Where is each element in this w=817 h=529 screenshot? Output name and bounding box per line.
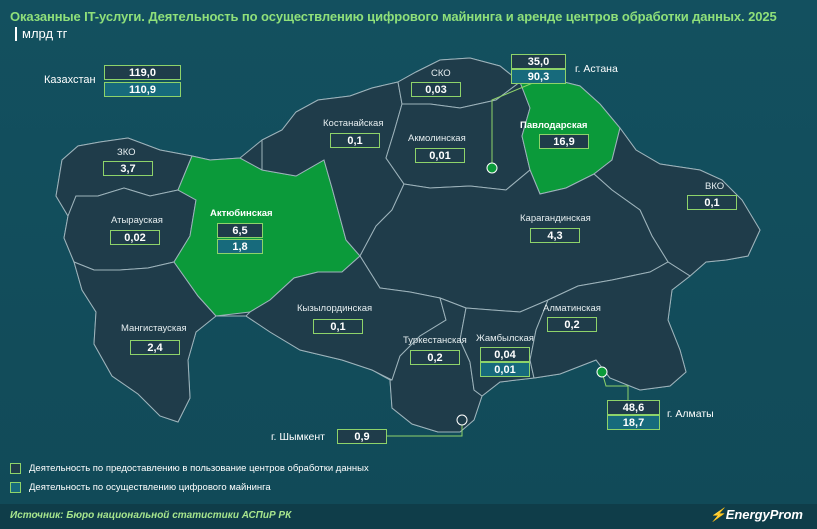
region-label-vko: ВКО xyxy=(705,181,725,192)
region-label-kostanay: Костанайская xyxy=(323,118,384,129)
source-note: Источник: Бюро национальной статистики А… xyxy=(10,510,292,521)
region-value-aktobe-mining: 1,8 xyxy=(217,239,263,254)
region-label-atyrau: Атырауская xyxy=(111,215,163,226)
region-label-sko: СКО xyxy=(431,68,451,79)
region-value-zko: 3,7 xyxy=(103,161,153,176)
kazakhstan-label: Казахстан xyxy=(44,74,96,86)
region-value-aktobe-data-centers: 6,5 xyxy=(217,223,263,238)
brand-logo: ⚡EnergyProm xyxy=(710,507,804,523)
region-value-zhambyl-mining: 0,01 xyxy=(480,362,530,377)
region-value-atyrau: 0,02 xyxy=(110,230,160,245)
astana-leader-line xyxy=(491,79,541,168)
region-label-turkestan: Туркестанская xyxy=(403,335,467,346)
region-value-mangistau: 2,4 xyxy=(130,340,180,355)
legend-label-mining: Деятельность по осуществлению цифрового … xyxy=(29,482,271,493)
shymkent-data-centers-value: 0,9 xyxy=(337,429,387,444)
region-label-pavlodar: Павлодарская xyxy=(520,120,588,131)
footer-bar xyxy=(0,504,817,529)
legend-swatch-data-centers xyxy=(10,463,21,474)
brand-lightning-icon: ⚡ xyxy=(709,507,726,522)
legend-swatch-mining xyxy=(10,482,21,493)
shymkent-marker xyxy=(456,414,468,426)
region-label-kyzylorda: Кызылординская xyxy=(297,303,373,314)
region-label-karaganda: Карагандинская xyxy=(520,213,591,224)
region-value-zhambyl-data-centers: 0,04 xyxy=(480,347,530,362)
region-value-sko: 0,03 xyxy=(411,82,461,97)
astana-mining-value: 90,3 xyxy=(511,69,566,84)
region-almaty xyxy=(529,261,691,391)
astana-label: г. Астана xyxy=(575,63,618,75)
kazakhstan-data-centers-value: 119,0 xyxy=(104,65,181,80)
chart-title: Оказанные IT-услуги. Деятельность по осу… xyxy=(10,9,777,24)
region-value-karaganda: 4,3 xyxy=(530,228,580,243)
region-label-zko: ЗКО xyxy=(117,147,136,158)
region-value-pavlodar: 16,9 xyxy=(539,134,589,149)
legend-label-data-centers: Деятельность по предоставлению в пользов… xyxy=(29,463,369,474)
brand-name: EnergyProm xyxy=(725,507,803,522)
shymkent-label: г. Шымкент xyxy=(271,431,325,443)
region-label-aktobe: Актюбинская xyxy=(210,208,273,219)
astana-marker xyxy=(486,162,498,174)
region-label-akmola: Акмолинская xyxy=(408,133,466,144)
almaty-leader-line xyxy=(601,371,629,400)
region-label-mangistau: Мангистауская xyxy=(121,323,187,334)
region-value-turkestan: 0,2 xyxy=(410,350,460,365)
region-value-kyzylorda: 0,1 xyxy=(313,319,363,334)
unit-label: млрд тг xyxy=(15,27,67,41)
almaty-data-centers-value: 48,6 xyxy=(607,400,660,415)
almaty-marker xyxy=(596,366,608,378)
astana-data-centers-value: 35,0 xyxy=(511,54,566,69)
region-value-akmola: 0,01 xyxy=(415,148,465,163)
region-value-vko: 0,1 xyxy=(687,195,737,210)
region-value-almaty-region: 0,2 xyxy=(547,317,597,332)
region-label-almaty-region: Алматинская xyxy=(543,303,601,314)
region-value-kostanay: 0,1 xyxy=(330,133,380,148)
kazakhstan-mining-value: 110,9 xyxy=(104,82,181,97)
almaty-label: г. Алматы xyxy=(667,408,714,420)
region-label-zhambyl: Жамбылская xyxy=(476,333,534,344)
almaty-mining-value: 18,7 xyxy=(607,415,660,430)
